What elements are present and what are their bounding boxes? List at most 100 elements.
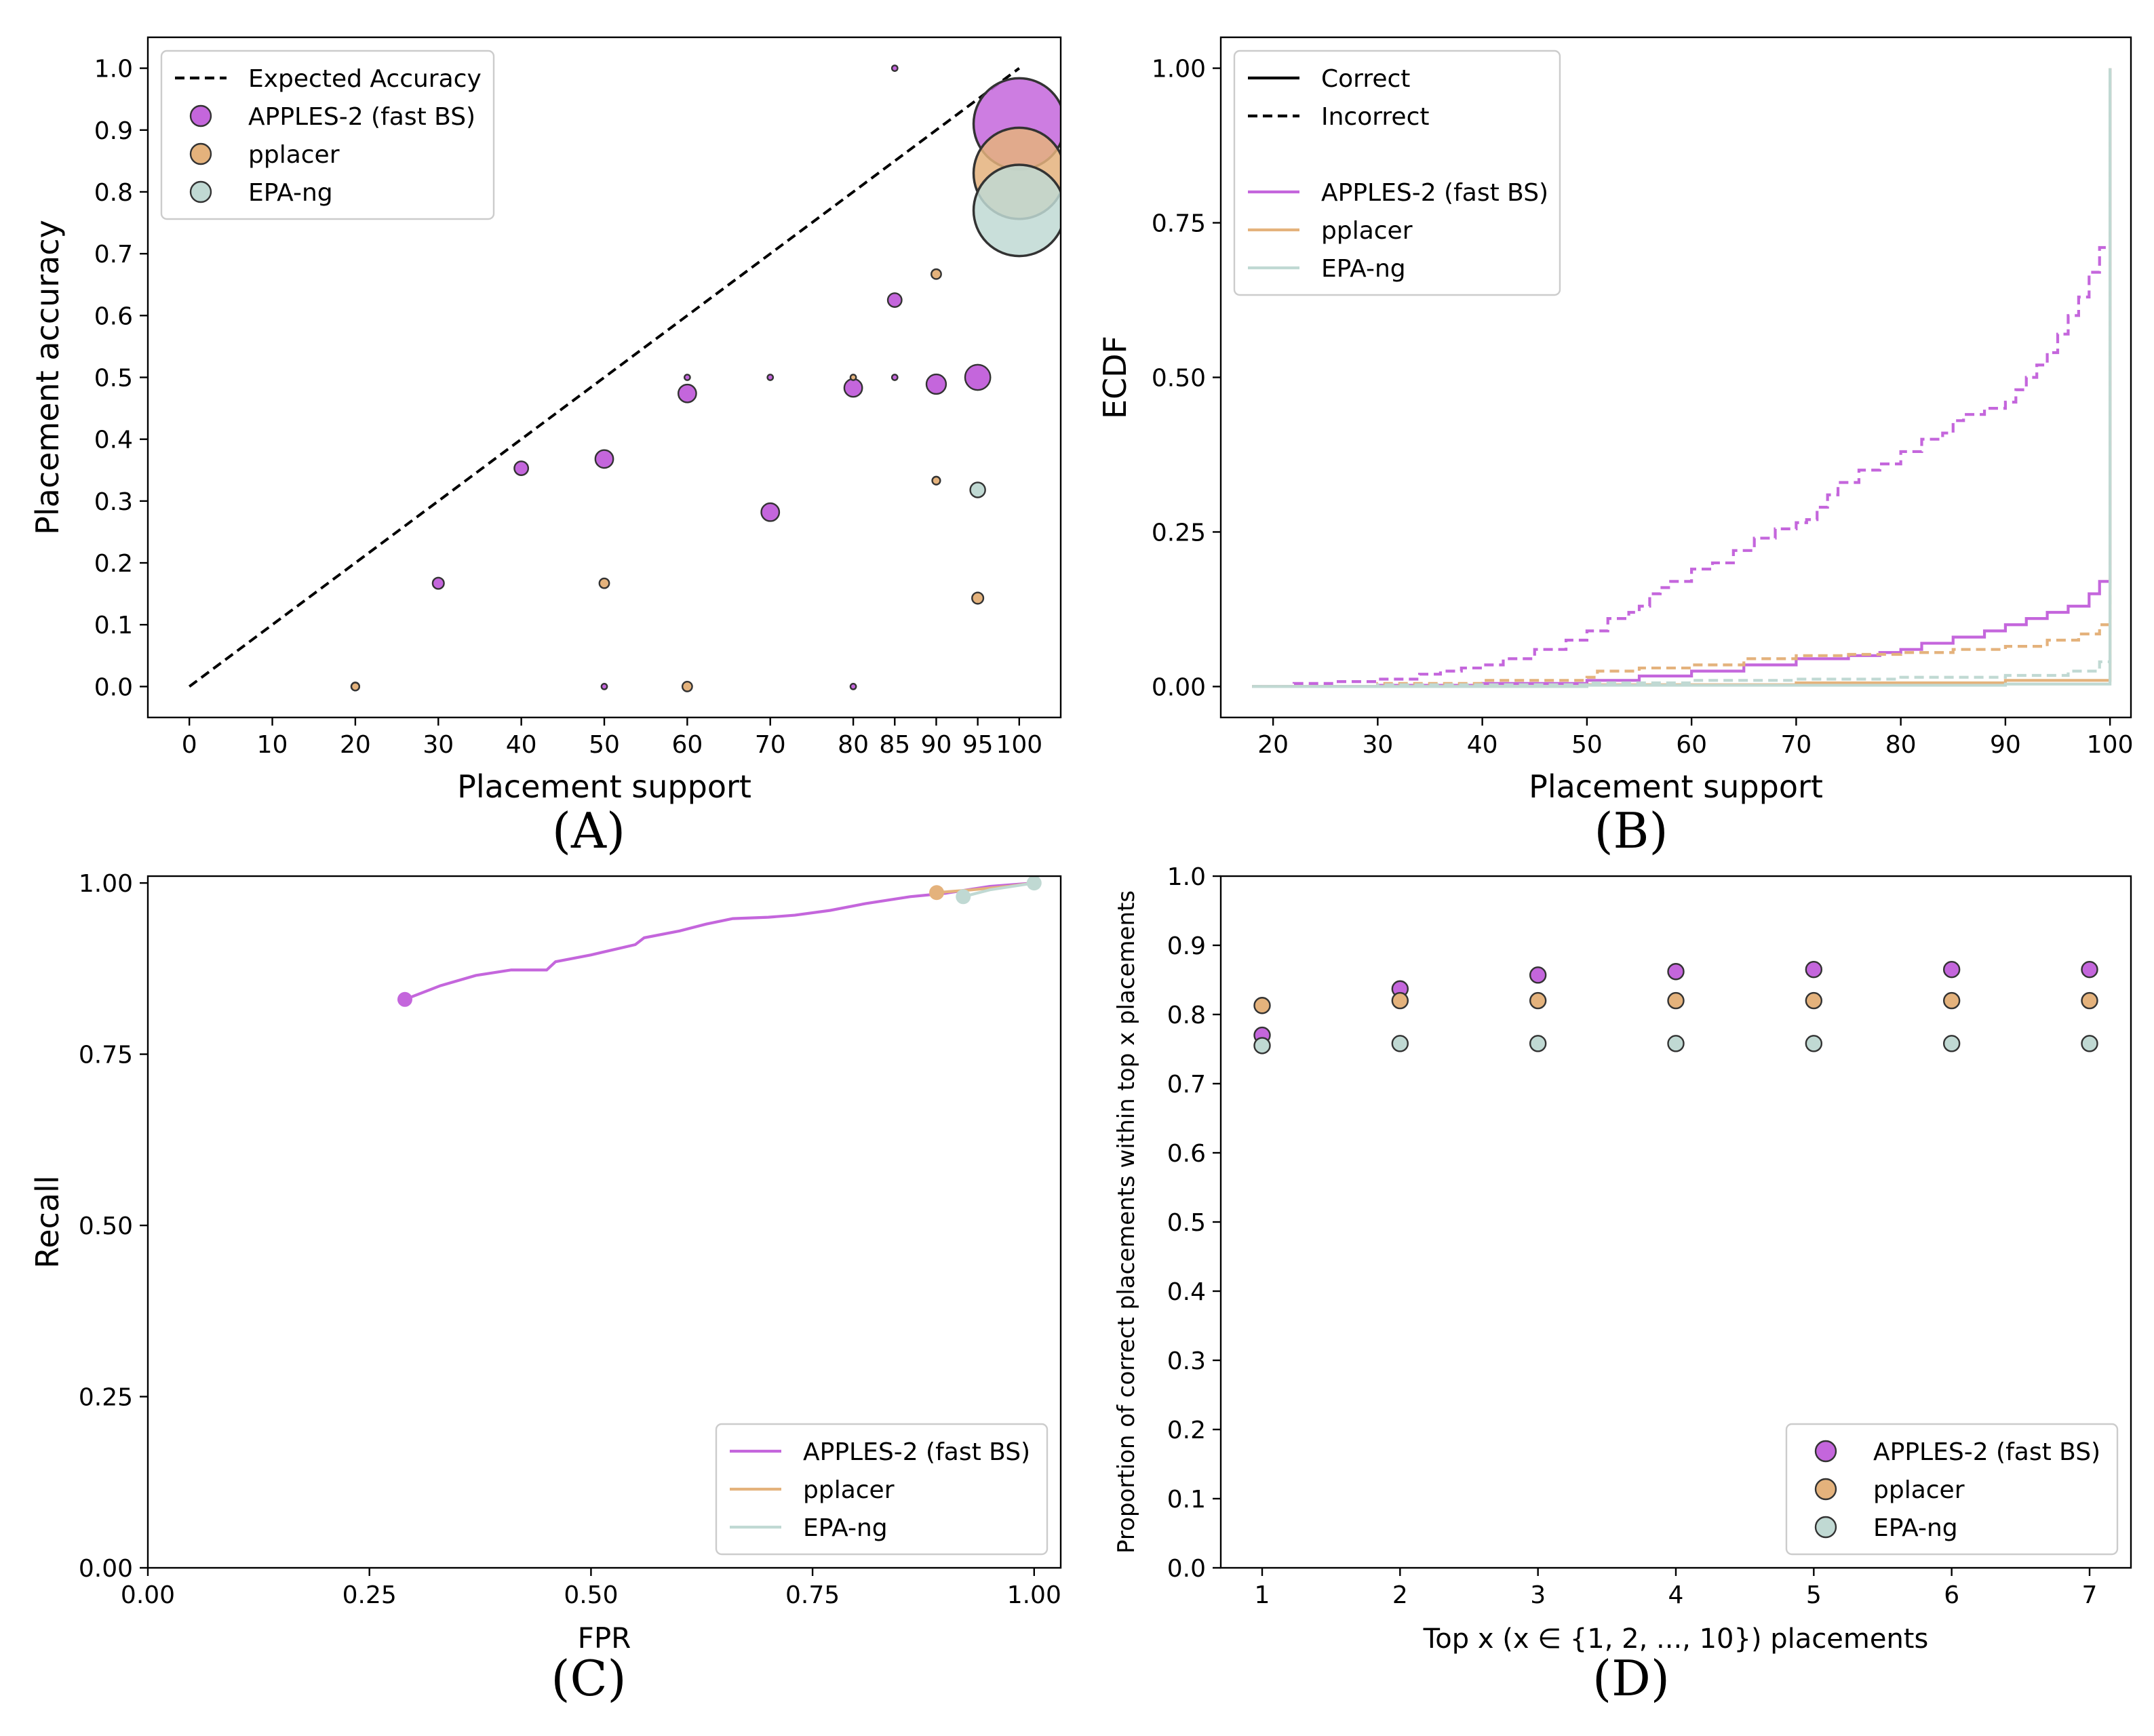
x-tick-label: 70 <box>1780 731 1812 759</box>
data-point-apples <box>594 449 614 469</box>
x-tick-label: 50 <box>1571 731 1603 759</box>
legend-label: APPLES-2 (fast BS) <box>803 1438 1030 1466</box>
x-tick-label: 7 <box>2082 1581 2098 1609</box>
panel-c-recall-fpr-chart: 0.00 0.25 0.50 0.75 1.00 0.00 0.25 0.50 0.75 1.00… <box>29 870 1062 1707</box>
y-tick-label: 0.25 <box>1152 519 1206 547</box>
y-tick-label: 1.00 <box>1152 56 1206 83</box>
x-tick-label: 0.25 <box>342 1581 397 1609</box>
data-point-pplacer <box>931 475 941 486</box>
legend-label: pplacer <box>1321 217 1413 245</box>
x-tick-label: 60 <box>671 731 703 759</box>
x-tick-label: 80 <box>1885 731 1917 759</box>
x-tick-label: 0.50 <box>564 1581 618 1609</box>
legend-label: APPLES-2 (fast BS) <box>1873 1438 2100 1466</box>
y-tick-label: 1.00 <box>79 870 133 898</box>
data-point-pplacer <box>1805 991 1823 1010</box>
data-point-apples <box>431 576 445 590</box>
legend-item: EPA-ng <box>730 1514 888 1542</box>
legend: Expected Accuracy APPLES-2 (fast BS) pplac… <box>160 50 495 220</box>
y-tick-label: 0.6 <box>1167 1140 1206 1168</box>
legend: APPLES-2 (fast BS) pplacer EPA-ng <box>1785 1423 2119 1556</box>
data-point-pplacer <box>971 591 985 605</box>
x-tick-label: 100 <box>2087 731 2134 759</box>
y-tick-label: 0.3 <box>1167 1347 1206 1375</box>
data-point-pplacer <box>681 680 693 692</box>
y-axis-title: Placement accuracy <box>29 220 66 535</box>
x-tick-label: 30 <box>423 731 454 759</box>
x-tick-label: 1 <box>1255 1581 1270 1609</box>
data-point-apples <box>677 383 697 403</box>
ecdf-line-pplacer-incorrect <box>1252 68 2112 688</box>
legend: APPLES-2 (fast BS) pplacer EPA-ng <box>715 1423 1049 1556</box>
x-axis-title: Placement support <box>1529 768 1823 805</box>
data-point-epa <box>1805 1035 1823 1052</box>
y-tick-label: 0.1 <box>94 612 133 639</box>
legend-frame <box>715 1423 1049 1556</box>
legend-frame <box>1233 50 1561 296</box>
legend-item: pplacer <box>189 141 340 169</box>
y-tick-label: 1.0 <box>1167 863 1206 891</box>
roc-marker-pplacer <box>929 885 945 901</box>
x-tick-label: 60 <box>1676 731 1707 759</box>
x-tick-label: 40 <box>506 731 537 759</box>
x-tick-label: 20 <box>1257 731 1289 759</box>
data-point-epa <box>1253 1037 1271 1054</box>
y-tick-label: 0.5 <box>1167 1209 1206 1237</box>
legend-item: pplacer <box>1814 1476 1965 1504</box>
x-tick-label: 50 <box>589 731 620 759</box>
y-tick-label: 0.8 <box>1167 1002 1206 1029</box>
roc-line-apples <box>404 882 1034 1001</box>
roc-line-epa <box>962 882 1035 899</box>
data-point-epa <box>1391 1035 1409 1052</box>
y-tick-label: 0.6 <box>94 302 133 330</box>
data-point-epa <box>969 481 986 498</box>
data-point-apples <box>1667 963 1685 981</box>
panel-label: (C) <box>551 1650 626 1707</box>
legend-label: Incorrect <box>1321 103 1430 131</box>
legend-item: Expected Accuracy <box>175 65 482 93</box>
roc-marker-epa <box>1026 875 1042 891</box>
ecdf-line-apples-correct <box>1252 68 2112 688</box>
data-point-pplacer <box>1942 991 1961 1010</box>
x-tick-label: 2 <box>1392 1581 1408 1609</box>
y-tick-label: 0.75 <box>79 1042 133 1069</box>
legend-marker-pplacer <box>189 142 212 165</box>
data-point-pplacer <box>931 268 942 280</box>
plot-area <box>404 882 1035 1001</box>
legend-marker-epa <box>189 180 212 203</box>
legend-label: APPLES-2 (fast BS) <box>1321 179 1548 207</box>
data-point-pplacer <box>598 577 610 589</box>
x-tick-label: 70 <box>755 731 786 759</box>
data-point-apples <box>886 292 903 308</box>
x-tick-label: 30 <box>1362 731 1393 759</box>
legend-frame <box>160 50 495 220</box>
data-point-apples <box>890 64 899 72</box>
data-point-pplacer <box>1667 991 1685 1010</box>
y-tick-label: 0.9 <box>1167 932 1206 960</box>
data-point-apples <box>760 502 781 522</box>
x-tick-label: 100 <box>996 731 1042 759</box>
legend-label: Correct <box>1321 65 1410 93</box>
x-tick-label: 0 <box>182 731 197 759</box>
y-tick-label: 0.0 <box>1167 1555 1206 1583</box>
data-point-apples <box>683 374 691 381</box>
data-point-apples <box>964 363 992 391</box>
y-tick-label: 0.4 <box>94 427 133 454</box>
y-tick-label: 0.2 <box>94 550 133 578</box>
x-tick-label: 6 <box>1944 1581 1959 1609</box>
x-tick-label: 40 <box>1467 731 1498 759</box>
x-tick-label: 0.75 <box>785 1581 840 1609</box>
data-point-pplacer <box>350 682 361 692</box>
legend-item: APPLES-2 (fast BS) <box>1814 1438 2100 1466</box>
data-point-pplacer <box>1391 991 1409 1010</box>
legend-item: pplacer <box>730 1476 895 1504</box>
roc-marker-epa <box>956 889 971 905</box>
y-tick-label: 0.25 <box>79 1384 133 1412</box>
x-tick-label: 10 <box>257 731 288 759</box>
x-tick-label: 20 <box>340 731 371 759</box>
data-point-apples <box>600 683 608 690</box>
legend-item: Correct <box>1248 65 1410 93</box>
x-tick-label: 3 <box>1530 1581 1546 1609</box>
data-point-epa <box>1529 1035 1547 1052</box>
